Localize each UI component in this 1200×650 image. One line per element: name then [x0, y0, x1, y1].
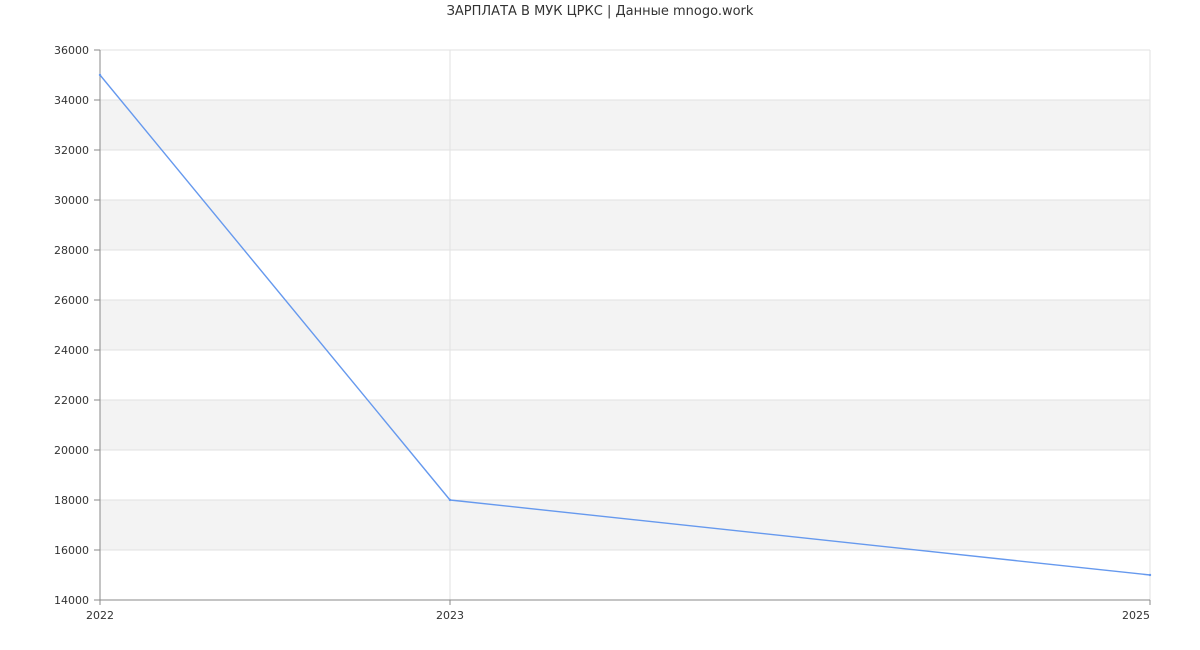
y-tick-label: 28000 — [54, 244, 89, 257]
x-tick-label: 2025 — [1122, 609, 1150, 622]
data-point — [98, 73, 102, 77]
plot-band — [100, 500, 1150, 550]
y-tick-label: 36000 — [54, 44, 89, 57]
axes — [94, 49, 1151, 605]
y-tick-label: 26000 — [54, 294, 89, 307]
y-tick-label: 30000 — [54, 194, 89, 207]
y-tick-label: 34000 — [54, 94, 89, 107]
y-tick-label: 20000 — [54, 444, 89, 457]
series-layer — [98, 73, 1152, 577]
chart-title: ЗАРПЛАТА В МУК ЦРКС | Данные mnogo.work — [446, 4, 754, 19]
y-tick-label: 18000 — [54, 494, 89, 507]
plot-band — [100, 200, 1150, 250]
plot-band — [100, 100, 1150, 150]
plot-bands — [100, 100, 1150, 550]
data-point — [448, 498, 452, 502]
tick-labels: 14000 16000 18000 20000 22000 24000 26000 28000… — [54, 44, 1150, 622]
x-tick-label: 2023 — [436, 609, 464, 622]
y-tick-label: 22000 — [54, 394, 89, 407]
y-tick-label: 14000 — [54, 594, 89, 607]
x-tick-label: 2022 — [86, 609, 114, 622]
plot-band — [100, 400, 1150, 450]
plot-band — [100, 300, 1150, 350]
y-tick-label: 32000 — [54, 144, 89, 157]
y-tick-label: 16000 — [54, 544, 89, 557]
data-point — [1148, 573, 1152, 577]
y-tick-label: 24000 — [54, 344, 89, 357]
